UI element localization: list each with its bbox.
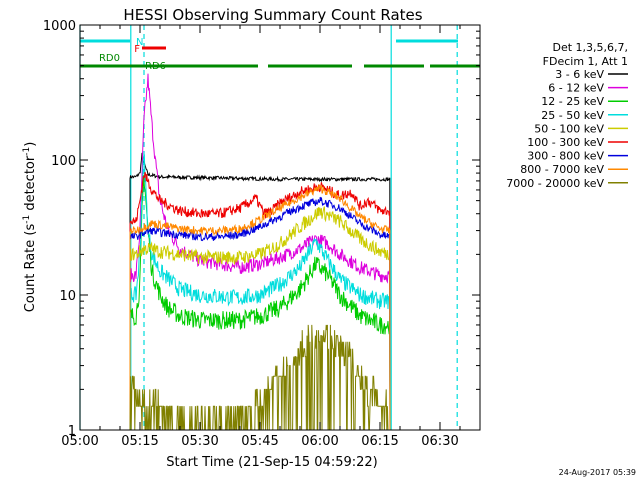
series-line (129, 196, 391, 431)
series-line (129, 171, 391, 431)
chart-title: HESSI Observing Summary Count Rates (123, 6, 422, 24)
y-tick-label: 10 (59, 289, 76, 304)
legend-label: 300 - 800 keV (527, 150, 604, 163)
legend-label: 25 - 50 keV (541, 109, 604, 122)
vertical-markers (79, 25, 458, 430)
legend-label: 100 - 300 keV (527, 136, 604, 149)
legend-label: 50 - 100 keV (534, 122, 604, 135)
axis-ticks: 05:00 05:15 05:30 05:45 06:00 06:15 06:30 1 10 10… (43, 19, 481, 449)
flag-label-f: F (134, 44, 140, 55)
y-tick-label: 1 (68, 424, 76, 439)
x-tick-label: 05:45 (241, 434, 278, 449)
y-axis-label-main: Count Rate (s (23, 224, 38, 313)
x-tick-label: 06:00 (301, 434, 338, 449)
y-axis-label-end: ) (23, 142, 38, 147)
series-line (129, 152, 391, 431)
observing-flags: NF RD0 RD6 (80, 37, 480, 72)
footer-date: 24-Aug-2017 05:39 (559, 468, 636, 477)
series-lines (129, 73, 391, 431)
series-line (129, 324, 390, 431)
legend-label: 7000 - 20000 keV (506, 177, 604, 190)
y-tick-label: 100 (51, 154, 76, 169)
series-line (129, 206, 391, 431)
flag-label-n: N (136, 37, 143, 48)
series-line (129, 73, 391, 431)
y-axis-label-mid: detector (23, 155, 38, 215)
x-tick-label: 05:15 (121, 434, 158, 449)
legend: Det 1,3,5,6,7,FDecim 1, Att 13 - 6 keV6 … (506, 41, 628, 190)
legend-header: Det 1,3,5,6,7, (552, 41, 628, 54)
legend-label: 3 - 6 keV (555, 68, 604, 81)
x-tick-label: 06:30 (421, 434, 458, 449)
y-axis-label-exp2: -1 (22, 147, 32, 156)
y-axis-label-exp1: -1 (22, 215, 32, 224)
x-tick-label: 05:00 (61, 434, 98, 449)
y-tick-label: 1000 (43, 19, 76, 34)
legend-label: 12 - 25 keV (541, 95, 604, 108)
flag-label-rd6: RD6 (145, 61, 166, 72)
series-line (129, 184, 391, 431)
series-line (129, 174, 391, 431)
flag-label-rd0: RD0 (99, 53, 120, 64)
x-axis-label: Start Time (21-Sep-15 04:59:22) (166, 455, 377, 470)
y-axis-label: Count Rate (s-1 detector-1) (22, 142, 38, 313)
x-tick-label: 05:30 (181, 434, 218, 449)
legend-label: 6 - 12 keV (548, 82, 604, 95)
x-tick-label: 06:15 (361, 434, 398, 449)
legend-label: 800 - 7000 keV (520, 163, 604, 176)
legend-header: FDecim 1, Att 1 (543, 55, 628, 68)
series-line (129, 154, 391, 431)
